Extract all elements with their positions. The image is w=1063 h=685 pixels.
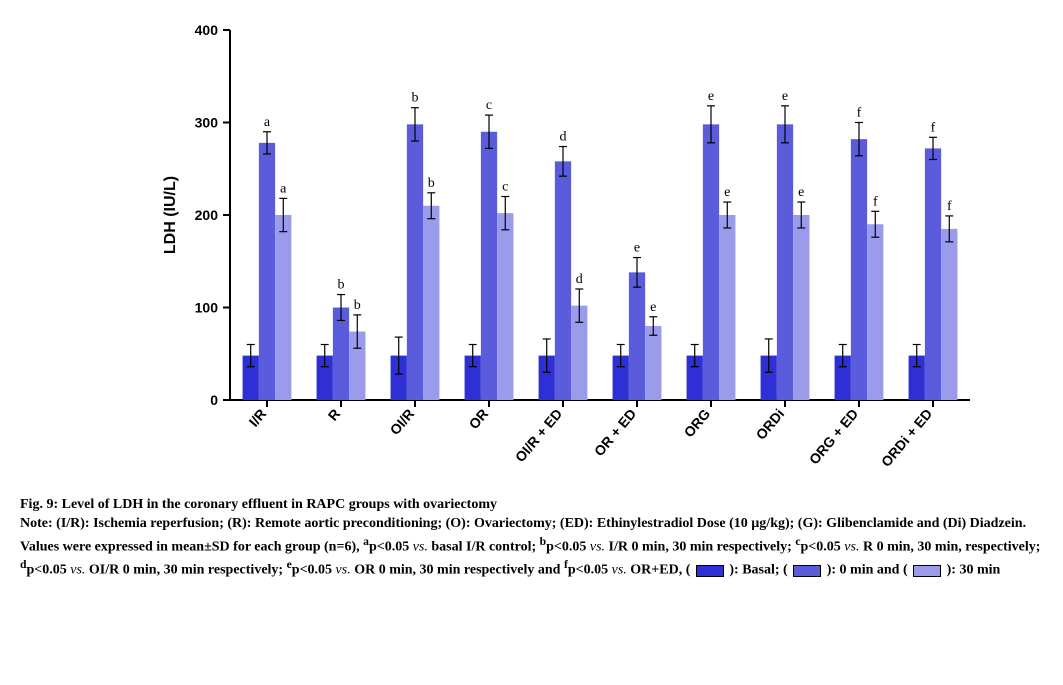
svg-text:b: b [354,298,361,313]
svg-text:e: e [708,89,714,104]
svg-text:e: e [634,241,640,256]
svg-text:b: b [338,278,345,293]
svg-text:200: 200 [195,207,219,223]
svg-text:f: f [857,106,862,121]
svg-text:OI/R: OI/R [387,406,418,438]
caption-note: Note: (I/R): Ischemia reperfusion; (R): … [20,515,1043,581]
svg-text:b: b [412,91,419,106]
svg-text:e: e [724,185,730,200]
svg-text:OR + ED: OR + ED [591,406,640,459]
svg-text:c: c [486,98,492,113]
svg-text:ORG: ORG [681,406,714,441]
svg-text:ORDi: ORDi [753,406,788,443]
svg-text:c: c [502,180,508,195]
svg-text:e: e [650,300,656,315]
svg-text:b: b [428,176,435,191]
figure-caption: Fig. 9: Level of LDH in the coronary eff… [20,496,1043,581]
svg-text:OI/R + ED: OI/R + ED [512,406,566,465]
svg-text:400: 400 [195,22,219,38]
svg-text:R: R [325,406,344,424]
svg-text:a: a [280,181,287,196]
svg-text:f: f [931,120,936,135]
svg-text:LDH (IU/L): LDH (IU/L) [162,176,179,254]
svg-text:0: 0 [210,392,218,408]
svg-text:d: d [560,130,567,145]
legend-swatch-basal [696,565,724,577]
legend-swatch-0min [793,565,821,577]
svg-text:d: d [576,272,583,287]
svg-text:e: e [798,185,804,200]
svg-text:f: f [947,199,952,214]
caption-title: Fig. 9: Level of LDH in the coronary eff… [20,496,1043,515]
svg-text:a: a [264,115,271,130]
legend-swatch-30min [913,565,941,577]
svg-text:ORDi + ED: ORDi + ED [878,406,936,470]
svg-text:e: e [782,89,788,104]
svg-text:OR: OR [466,406,492,432]
note-label: Note: [20,516,53,531]
bar-chart: 0100200300400LDH (IU/L)aaI/RbbRbbOI/RccO… [20,10,1043,490]
svg-text:ORG + ED: ORG + ED [806,406,862,468]
svg-text:300: 300 [195,115,219,131]
svg-text:100: 100 [195,300,219,316]
chart-container: 0100200300400LDH (IU/L)aaI/RbbRbbOI/RccO… [20,10,1043,490]
svg-text:I/R: I/R [246,406,270,430]
svg-text:f: f [873,194,878,209]
